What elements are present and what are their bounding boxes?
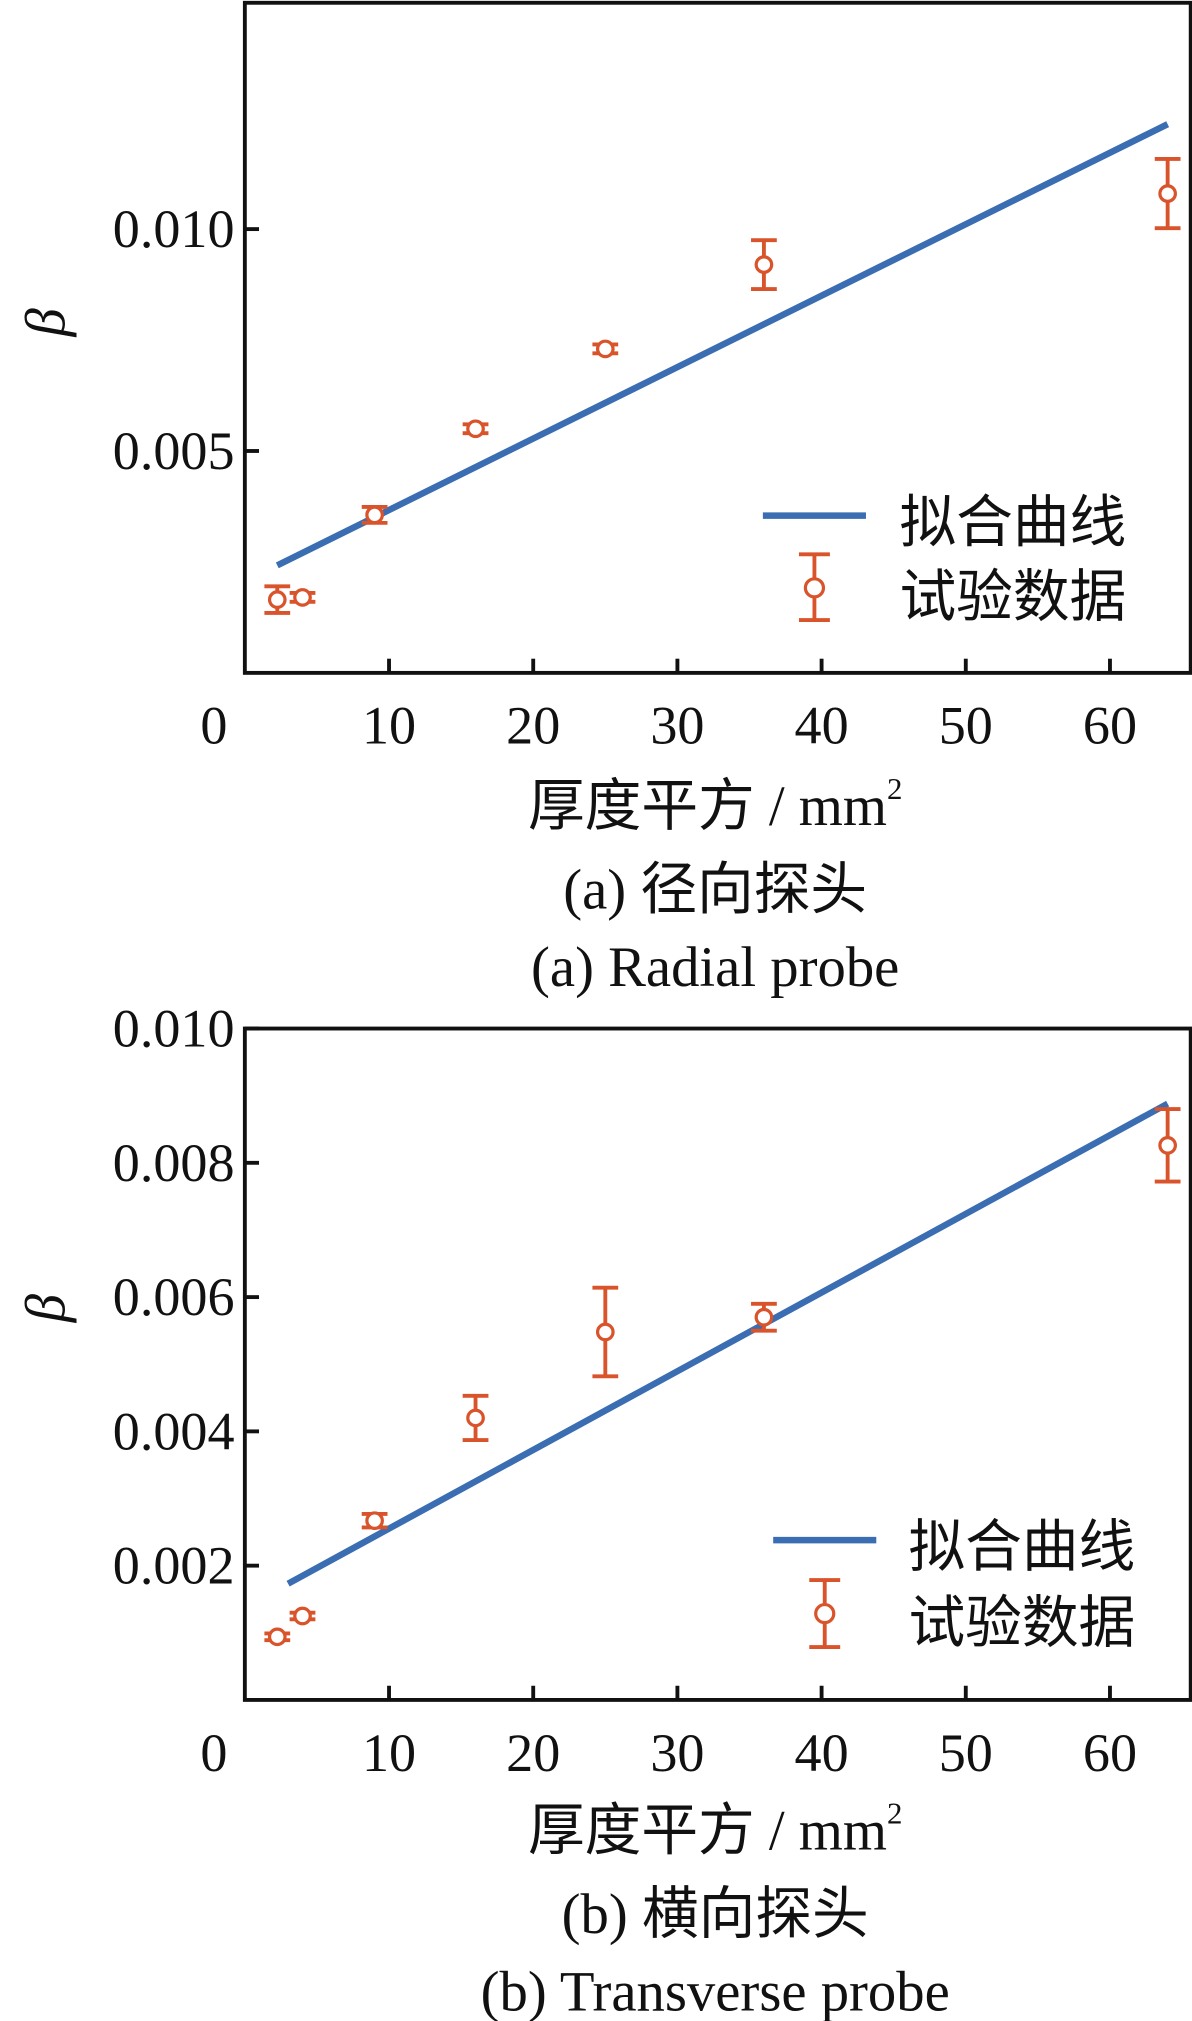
data-marker xyxy=(1158,184,1177,203)
fit-line xyxy=(275,121,1170,569)
data-marker xyxy=(365,1511,384,1531)
plot-frame xyxy=(242,0,1192,675)
x-tick-label: 0 xyxy=(200,696,227,756)
y-tick-label: 0.005 xyxy=(113,421,235,481)
x-axis-label: 厚度平方 / mm2 xyxy=(528,771,902,838)
x-axis-label-text: 厚度平方 / mm xyxy=(528,775,887,838)
plot-frame xyxy=(242,1026,1192,1702)
x-tick-label: 60 xyxy=(1083,1723,1137,1783)
fit-line xyxy=(286,1100,1170,1587)
x-tick-label: 30 xyxy=(650,696,704,756)
caption-english: (b) Transverse probe xyxy=(481,1960,950,2021)
x-axis-label-superscript: 2 xyxy=(887,1796,902,1831)
x-tick-label: 40 xyxy=(795,1723,849,1783)
data-point xyxy=(462,1393,489,1443)
y-tick-label: 0.006 xyxy=(113,1267,235,1327)
data-point xyxy=(289,1606,316,1626)
x-tick-label: 50 xyxy=(939,1723,993,1783)
data-point xyxy=(264,1627,291,1647)
data-marker xyxy=(1158,1136,1177,1155)
data-point xyxy=(361,504,388,525)
data-marker xyxy=(267,1627,287,1647)
data-point xyxy=(462,419,489,439)
x-tick-label: 20 xyxy=(506,696,560,756)
y-tick-label: 0.010 xyxy=(113,199,235,259)
data-marker xyxy=(293,1606,312,1626)
data-point xyxy=(1154,157,1181,231)
data-marker xyxy=(466,419,485,439)
caption-chinese: (b) 横向探头 xyxy=(562,1883,869,1946)
y-tick-label: 0.008 xyxy=(113,1133,235,1193)
legend-data-label: 试验数据 xyxy=(908,1592,1135,1655)
x-tick-label: 60 xyxy=(1083,696,1137,756)
caption-chinese: (a) 径向探头 xyxy=(563,859,867,922)
x-tick-label: 50 xyxy=(939,696,993,756)
x-tick-label: 40 xyxy=(795,696,849,756)
chart-transverse: 0 10 20 30 40 50 60 0.002 0.004 0.006 0.008 0.010 拟合… xyxy=(14,999,1192,2021)
x-tick-label: 10 xyxy=(362,696,416,756)
data-point xyxy=(289,588,316,607)
data-marker xyxy=(267,590,287,609)
legend-fit-label: 拟合曲线 xyxy=(908,1516,1135,1579)
data-marker xyxy=(365,505,384,525)
data-point xyxy=(264,584,291,615)
y-tick-label: 0.004 xyxy=(113,1401,235,1461)
data-marker xyxy=(293,588,312,607)
legend-data-label: 试验数据 xyxy=(899,566,1126,629)
x-axis-label-text: 厚度平方 / mm xyxy=(528,1799,887,1862)
y-tick-label: 0.010 xyxy=(113,999,235,1059)
caption-english: (a) Radial probe xyxy=(531,936,899,999)
data-point xyxy=(1154,1107,1181,1184)
data-point xyxy=(592,1285,619,1379)
data-marker xyxy=(754,255,774,274)
data-marker xyxy=(754,1307,774,1327)
x-axis-label-superscript: 2 xyxy=(887,771,902,806)
data-point xyxy=(592,339,619,359)
x-tick-label: 0 xyxy=(200,1723,227,1783)
x-axis-label: 厚度平方 / mm2 xyxy=(528,1796,902,1863)
data-point xyxy=(751,238,777,291)
legend-data-marker xyxy=(814,1602,836,1625)
legend-fit-label: 拟合曲线 xyxy=(899,491,1126,554)
x-tick-label: 10 xyxy=(362,1723,416,1783)
y-axis-label: β xyxy=(14,307,77,337)
data-marker xyxy=(466,1408,485,1428)
x-tick-label: 20 xyxy=(506,1723,560,1783)
data-point xyxy=(751,1301,777,1333)
data-marker xyxy=(595,1322,615,1342)
y-axis-label: β xyxy=(14,1293,77,1323)
y-tick-label: 0.002 xyxy=(113,1536,235,1596)
legend-data-marker xyxy=(803,577,826,599)
data-point xyxy=(361,1511,388,1531)
data-marker xyxy=(595,339,615,359)
x-tick-label: 30 xyxy=(650,1723,704,1783)
